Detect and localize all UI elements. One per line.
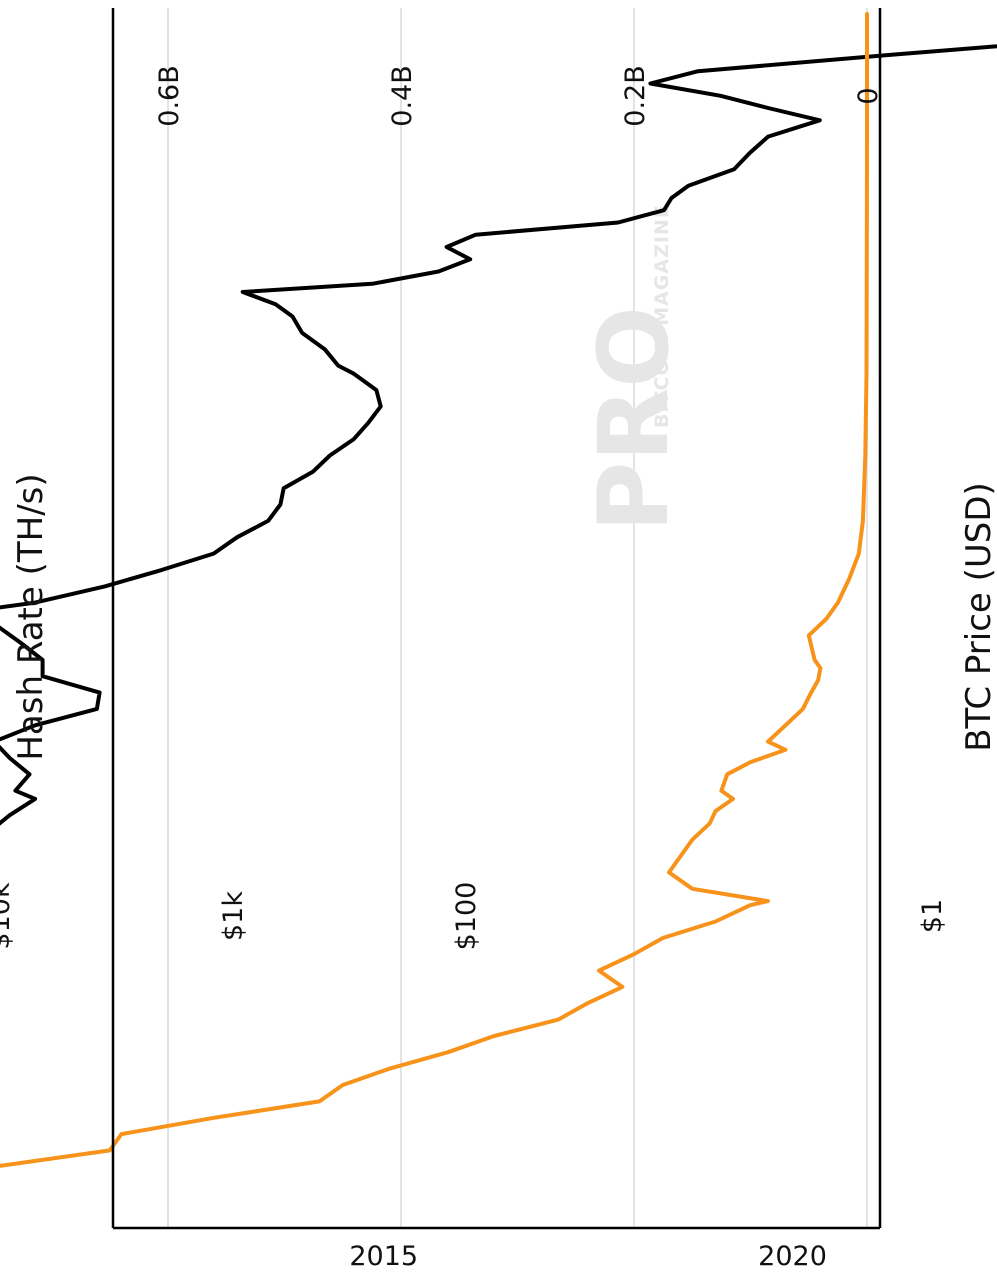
left-tick-label-0: 0 xyxy=(853,87,884,104)
right-axis-title: BTC Price (USD) xyxy=(959,482,997,752)
left-tick-label-3: 0.6B xyxy=(154,65,185,126)
watermark: BITCOIN MAGAZINE PRO xyxy=(578,204,690,532)
series-lines xyxy=(0,12,997,1168)
series-line-1 xyxy=(0,12,869,1168)
x-tick-label-1: 2020 xyxy=(758,1241,827,1272)
watermark-line2: PRO xyxy=(578,306,690,532)
right-tick-label-2: $1k xyxy=(218,891,249,941)
left-axis-title: Hash Rate (TH/s) xyxy=(11,473,51,760)
right-tick-label-1: $100 xyxy=(451,882,482,951)
grid-lines xyxy=(167,8,868,1228)
left-tick-label-1: 0.2B xyxy=(620,65,651,126)
left-tick-label-2: 0.4B xyxy=(387,65,418,126)
tick-labels: 00.2B0.4B0.6B0.8B$1$100$1k$10k$100k20152… xyxy=(0,65,948,1272)
right-tick-label-3: $10k xyxy=(0,882,16,950)
watermark-line1: BITCOIN MAGAZINE xyxy=(651,204,673,428)
plot-frame xyxy=(111,8,882,1230)
x-tick-label-0: 2015 xyxy=(349,1241,418,1272)
right-tick-label-0: $1 xyxy=(917,899,948,933)
series-line-0 xyxy=(0,44,997,826)
